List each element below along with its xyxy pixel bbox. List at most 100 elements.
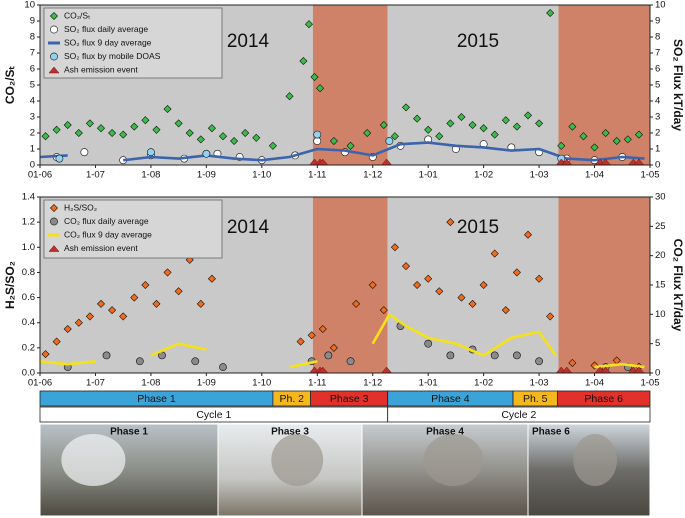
data-point xyxy=(601,128,610,138)
data-point xyxy=(468,120,477,130)
data-point xyxy=(316,84,325,93)
data-point xyxy=(546,8,555,18)
y2-tick-label: 30 xyxy=(655,192,666,203)
legend-label: Ash emission event xyxy=(64,64,138,74)
legend-label: Ash emission event xyxy=(64,243,138,253)
x-tick-label: 1-11 xyxy=(308,378,326,389)
data-point xyxy=(219,363,227,372)
x-tick-label: 1-04 xyxy=(585,378,604,389)
data-point xyxy=(513,351,521,360)
data-point xyxy=(413,114,422,123)
y2-tick-label: 9 xyxy=(655,16,660,27)
data-point xyxy=(590,143,599,152)
y-tick-label: 0.8 xyxy=(22,267,35,278)
phase-shading xyxy=(558,197,650,373)
legend-marker xyxy=(50,25,58,34)
y2-axis-title: SO₂ Flux kT/day xyxy=(671,39,685,131)
data-point xyxy=(74,128,83,138)
y-tick-label: 10 xyxy=(24,0,35,11)
x-tick-label: 1-12 xyxy=(363,378,382,389)
x-tick-label: 1-11 xyxy=(308,170,326,181)
data-point xyxy=(185,128,194,138)
cycle-label: Cycle 1 xyxy=(196,409,231,421)
data-point xyxy=(379,306,388,315)
phase-label: Phase 4 xyxy=(431,393,470,405)
y-tick-label: 0.2 xyxy=(22,342,35,353)
data-point xyxy=(207,124,216,133)
phase-shading xyxy=(387,5,559,165)
data-point xyxy=(568,358,577,367)
legend-label: CO₂/Sₜ xyxy=(64,10,91,20)
x-tick-label: 1-08 xyxy=(141,170,160,181)
data-point xyxy=(346,357,355,366)
data-point xyxy=(479,124,488,133)
data-point xyxy=(318,324,327,334)
phase-label: Phase 6 xyxy=(584,393,623,405)
x-tick-label: 1-10 xyxy=(252,170,271,181)
data-point xyxy=(174,287,183,296)
y2-tick-label: 8 xyxy=(655,32,660,43)
x-tick-label: 1-08 xyxy=(141,378,160,389)
data-point xyxy=(329,136,338,146)
data-point xyxy=(130,122,139,131)
data-point xyxy=(379,120,388,130)
data-point xyxy=(310,72,319,82)
data-point xyxy=(424,125,433,134)
data-point xyxy=(41,132,50,141)
y2-tick-label: 7 xyxy=(655,48,660,59)
data-point xyxy=(512,268,521,277)
data-point xyxy=(141,116,150,125)
legend-box xyxy=(43,7,223,79)
data-point xyxy=(285,92,294,101)
phase-label: Ph. 2 xyxy=(279,393,304,405)
x-tick-label: 1-02 xyxy=(474,170,493,181)
data-point xyxy=(479,280,488,290)
data-point xyxy=(130,293,139,302)
y-tick-label: 0.0 xyxy=(22,368,35,379)
data-point xyxy=(202,149,211,158)
y-tick-label: 7 xyxy=(30,48,35,59)
data-point xyxy=(96,299,106,308)
y2-tick-label: 20 xyxy=(655,250,666,261)
data-point xyxy=(501,116,510,125)
phase-shading xyxy=(312,5,388,165)
y2-tick-label: 5 xyxy=(655,80,660,91)
y2-tick-label: 5 xyxy=(655,338,660,349)
data-point xyxy=(52,337,61,346)
data-point xyxy=(268,141,277,150)
y-tick-label: 0 xyxy=(30,160,35,171)
data-point xyxy=(435,132,444,141)
plume xyxy=(573,434,618,486)
y-tick-label: 9 xyxy=(30,16,35,27)
x-tick-label: 1-05 xyxy=(640,170,659,181)
y2-axis-title: CO₂ Flux kT/day xyxy=(671,239,685,332)
data-point xyxy=(535,119,544,128)
data-point xyxy=(535,357,543,366)
data-point xyxy=(490,130,499,139)
average-line xyxy=(39,313,645,369)
data-point xyxy=(55,154,64,163)
data-point xyxy=(313,130,322,139)
data-point xyxy=(579,132,588,141)
data-point xyxy=(119,312,128,321)
year-label: 2015 xyxy=(457,217,499,238)
data-point xyxy=(413,280,422,290)
data-point xyxy=(568,122,577,131)
legend-label: CO₂ flux 9 day average xyxy=(64,229,152,239)
data-point xyxy=(457,112,466,122)
photo-label: Phase 4 xyxy=(426,427,464,438)
data-point xyxy=(80,148,89,157)
data-point xyxy=(457,293,466,302)
data-point xyxy=(63,324,72,334)
cycle-label: Cycle 2 xyxy=(501,409,536,421)
data-point xyxy=(390,132,399,141)
data-point xyxy=(102,351,111,360)
legend-marker xyxy=(49,11,59,21)
data-point xyxy=(424,274,433,283)
data-point xyxy=(523,230,533,239)
legend-label: CO₂ flux daily average xyxy=(64,216,149,226)
legend-label: SO₂ flux 9 day average xyxy=(64,37,152,47)
x-tick-label: 1-02 xyxy=(474,378,493,389)
data-point xyxy=(324,351,333,360)
data-point xyxy=(191,357,200,366)
